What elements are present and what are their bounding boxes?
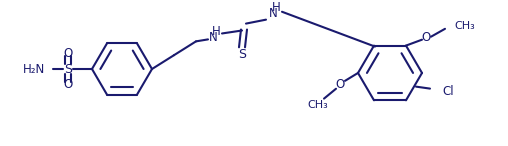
Text: H: H (272, 1, 280, 14)
Text: S: S (238, 48, 246, 61)
Text: O: O (64, 47, 73, 60)
Text: S: S (64, 62, 72, 75)
Text: H₂N: H₂N (23, 62, 45, 75)
Text: N: N (209, 31, 217, 44)
Text: O: O (335, 78, 344, 91)
Text: O: O (421, 31, 431, 44)
Text: H: H (212, 25, 220, 38)
Text: Cl: Cl (442, 85, 454, 98)
Text: O: O (64, 78, 73, 91)
Text: N: N (269, 7, 277, 20)
Text: CH₃: CH₃ (454, 21, 475, 31)
Text: CH₃: CH₃ (308, 100, 328, 110)
